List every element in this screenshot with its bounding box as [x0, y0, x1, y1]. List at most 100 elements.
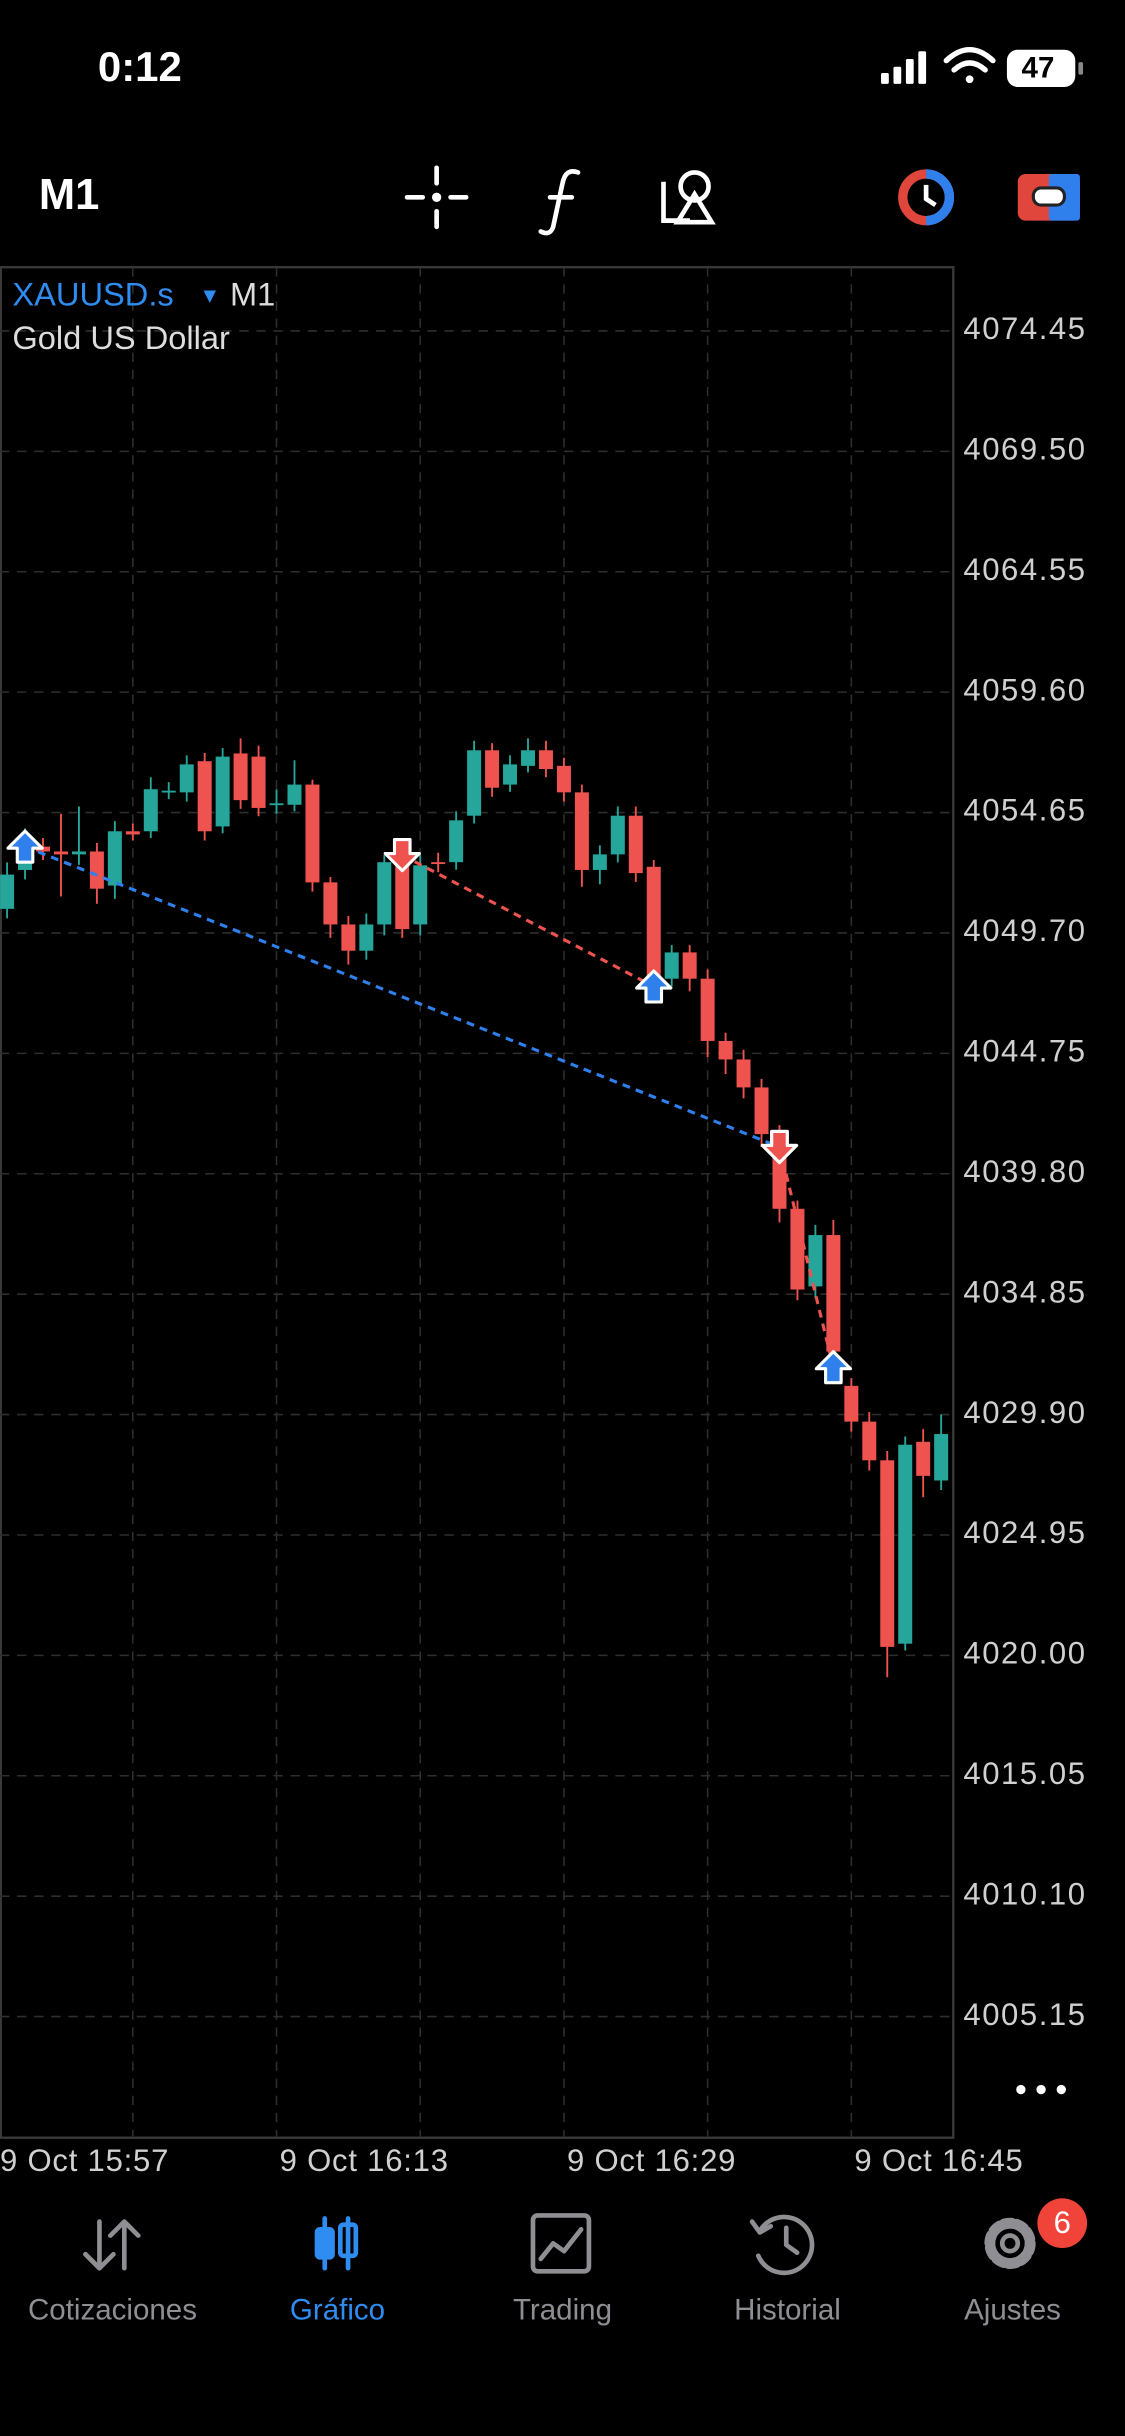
deal-arrow [635, 969, 673, 1004]
y-tick-label: 4010.10 [963, 1876, 1086, 1911]
candle-body [682, 952, 697, 979]
candle-body [395, 859, 410, 930]
indicators-button[interactable] [538, 169, 581, 236]
candle-body [754, 1087, 769, 1135]
candle-body [179, 764, 194, 793]
candle-body [431, 862, 446, 865]
chart-icon[interactable] [314, 2216, 359, 2271]
candle-body [233, 753, 248, 801]
candle-body [161, 790, 176, 793]
candle-body [485, 750, 500, 788]
tab-label[interactable]: Cotizaciones [28, 2294, 197, 2327]
candle-body [89, 851, 104, 889]
candle-body [826, 1235, 841, 1352]
x-tick-label: 9 Oct 16:45 [854, 2143, 1023, 2178]
battery-level: 47 [1022, 52, 1055, 85]
history-icon[interactable] [749, 2214, 815, 2276]
y-tick-label: 4074.45 [963, 311, 1086, 346]
candle-body [323, 882, 338, 925]
chart-frame [0, 266, 955, 2139]
y-tick-label: 4015.05 [963, 1756, 1086, 1791]
candle-body [898, 1444, 913, 1644]
y-tick-label: 4064.55 [963, 552, 1086, 587]
symbol-description: Gold US Dollar [12, 319, 230, 356]
deal-arrow [760, 1129, 799, 1165]
symbol-name[interactable]: XAUUSD.s [12, 275, 173, 312]
x-tick-label: 9 Oct 16:29 [567, 2143, 736, 2178]
candle-body [664, 952, 679, 979]
tab-label[interactable]: Historial [734, 2294, 841, 2327]
trade-line [24, 845, 781, 1149]
candle-body [718, 1040, 733, 1060]
candle-body [125, 831, 140, 835]
candle-body [556, 765, 571, 793]
candle-body [71, 851, 86, 855]
wifi-icon [943, 47, 996, 84]
candle-body [251, 756, 266, 808]
tab-label[interactable]: Gráfico [290, 2294, 385, 2327]
trade-panel-button[interactable] [1017, 174, 1080, 221]
one-click-button[interactable] [898, 169, 955, 226]
candle-body [53, 851, 68, 855]
y-tick-label: 4044.75 [963, 1034, 1086, 1069]
deal-arrow [6, 829, 44, 864]
badge [1037, 2198, 1088, 2249]
candle-body [503, 764, 518, 785]
tab-label[interactable]: Trading [513, 2294, 612, 2327]
candle-body [305, 784, 320, 883]
crosshair-button[interactable] [404, 165, 469, 230]
y-tick-label: 4029.90 [963, 1395, 1086, 1430]
trading-icon[interactable] [530, 2213, 592, 2274]
timeframe-button[interactable]: M1 [39, 171, 99, 219]
candle-body [808, 1235, 823, 1287]
tab-icons [83, 2213, 1036, 2276]
grid [0, 267, 953, 2138]
tab-bar: Cotizaciones Gráfico Trading Historial Ajust… [28, 2198, 1088, 2327]
badge-count: 6 [1054, 2205, 1071, 2240]
candle-body [107, 831, 122, 886]
candle-body [844, 1385, 859, 1422]
settings-icon[interactable] [984, 2217, 1036, 2269]
y-tick-label: 4049.70 [963, 913, 1086, 948]
tab-label[interactable]: Ajustes [964, 2294, 1061, 2327]
candle-body [0, 874, 15, 909]
symbol-dropdown[interactable] [203, 290, 216, 303]
candle-body [287, 784, 302, 805]
candle-body [628, 815, 643, 874]
y-tick-label: 4034.85 [963, 1274, 1086, 1309]
candle-body [862, 1421, 877, 1461]
candle-body [700, 978, 715, 1041]
candle-body [880, 1460, 895, 1647]
trade-line [401, 853, 655, 988]
candle-body [341, 924, 356, 951]
x-tick-label: 9 Oct 15:57 [0, 2143, 169, 2178]
candle-body [215, 756, 230, 827]
candle-body [538, 750, 553, 770]
candle-body [736, 1059, 751, 1088]
candle-body [467, 750, 482, 816]
candle-body [143, 789, 158, 832]
candle-body [646, 866, 661, 979]
battery-icon [1006, 49, 1076, 87]
battery-tip [1078, 62, 1084, 75]
y-tick-label: 4024.95 [963, 1515, 1086, 1550]
candle-body [197, 761, 212, 832]
deal-arrow [814, 1350, 853, 1385]
trade-line [777, 1146, 835, 1368]
status-time: 0:12 [98, 43, 182, 90]
quotes-icon[interactable] [83, 2219, 141, 2271]
y-tick-label: 4069.50 [963, 432, 1086, 467]
objects-button[interactable] [661, 170, 716, 225]
y-tick-label: 4054.65 [963, 793, 1086, 828]
candle-body [377, 862, 392, 925]
chart-timeframe: M1 [230, 275, 275, 312]
candle-body [449, 820, 464, 863]
candle-body [934, 1434, 949, 1481]
deal-arrow [383, 838, 421, 873]
candle-body [269, 803, 284, 806]
more-button[interactable] [1016, 2084, 1066, 2095]
candle-body [413, 865, 428, 925]
